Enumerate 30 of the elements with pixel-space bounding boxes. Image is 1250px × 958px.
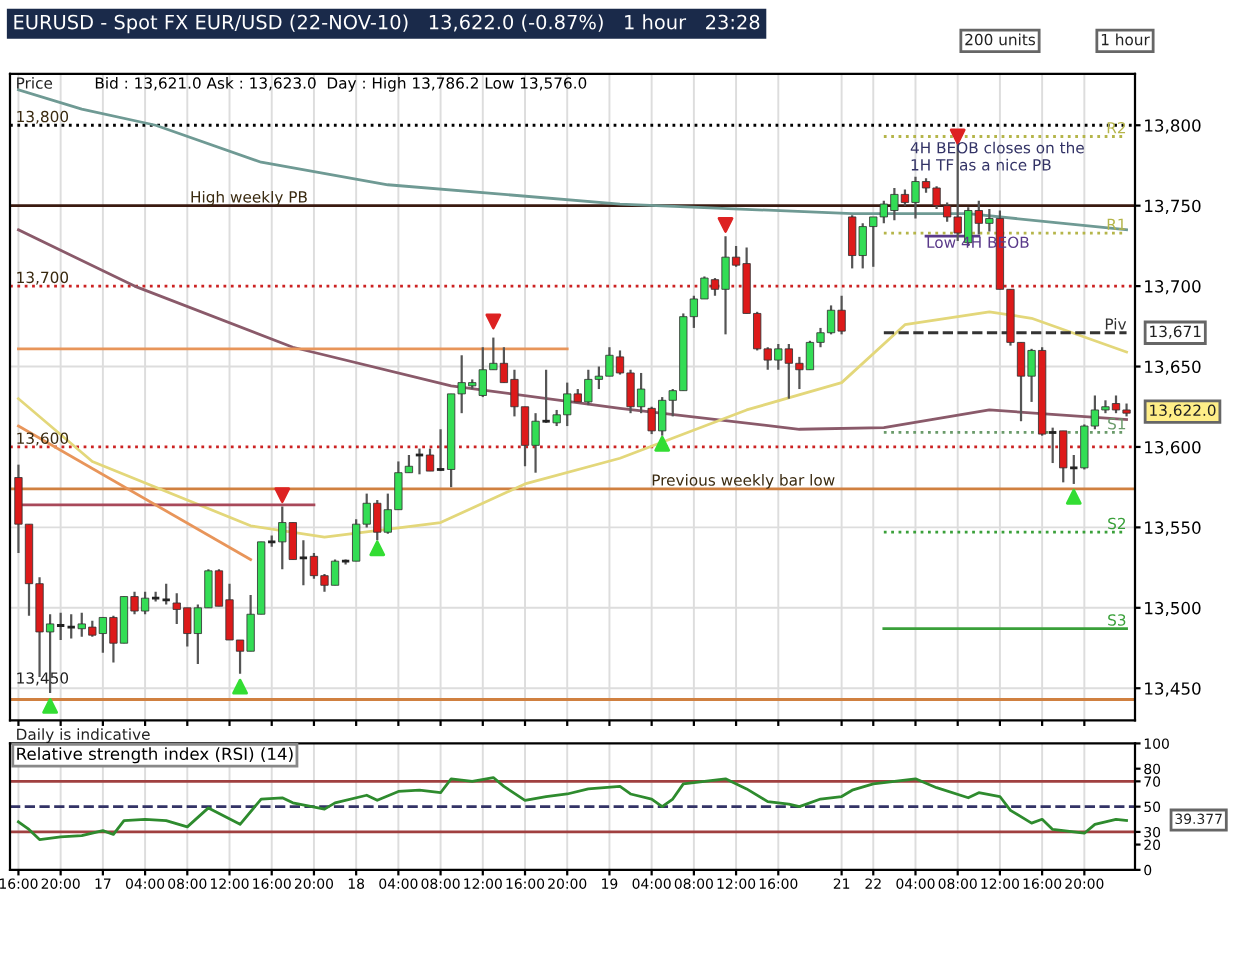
y-tick-label: 13,550 bbox=[1145, 521, 1201, 536]
point bbox=[654, 435, 671, 452]
y-tick-label: 13,500 bbox=[1145, 601, 1201, 617]
candlestick bbox=[66, 613, 77, 640]
y-tick-label: 13,700 bbox=[1145, 280, 1201, 295]
chart-title: EURUSD - Spot FX EUR/USD (22-NOV-10) 13,622.0 (-0.87%) 1 hour 23:28 bbox=[14, 14, 760, 34]
y-tick-label: 13,450 bbox=[1145, 682, 1201, 697]
point bbox=[232, 678, 248, 695]
line-series bbox=[17, 310, 1128, 539]
point bbox=[717, 217, 734, 233]
line-series bbox=[17, 228, 1128, 431]
candlestick bbox=[1068, 453, 1079, 486]
candlestick bbox=[1059, 429, 1068, 484]
y-tick-label: 13,600 bbox=[1145, 440, 1201, 456]
y-tick-label: 13,650 bbox=[1145, 360, 1201, 375]
line-series bbox=[17, 776, 1128, 841]
candlestick bbox=[1047, 426, 1058, 465]
chart-title: Relative strength index (RSI) (14) bbox=[17, 747, 293, 764]
candlestick bbox=[425, 447, 435, 473]
candlestick bbox=[541, 368, 552, 424]
point bbox=[1065, 488, 1082, 505]
point bbox=[274, 487, 291, 504]
point bbox=[485, 313, 502, 330]
line-series bbox=[17, 88, 1128, 232]
y-tick-label: 13,750 bbox=[1145, 199, 1201, 214]
y-tick-label: 13,800 bbox=[1145, 119, 1201, 134]
candlestick bbox=[435, 428, 446, 473]
candlestick bbox=[55, 611, 66, 642]
point bbox=[369, 540, 386, 557]
point bbox=[42, 698, 59, 714]
